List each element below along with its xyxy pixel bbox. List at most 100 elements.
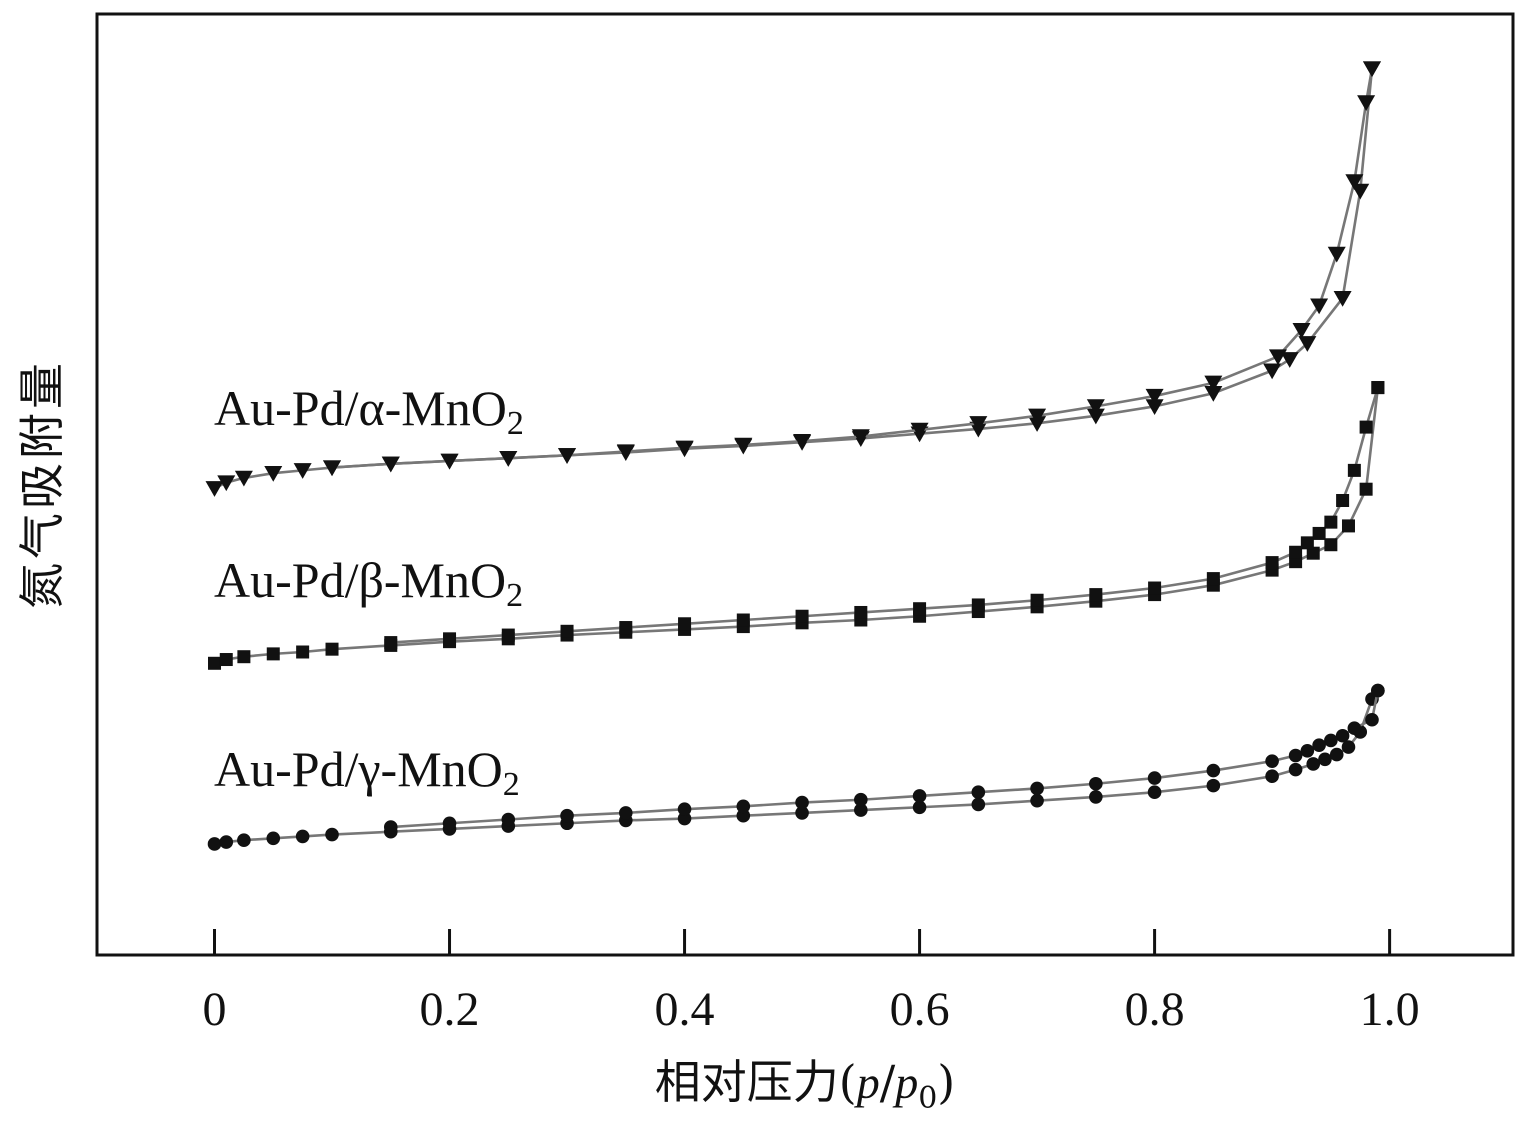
desorption-point <box>675 440 694 457</box>
adsorption-point <box>1089 790 1103 804</box>
adsorption-point <box>207 837 222 851</box>
desorption-point <box>910 422 929 439</box>
x-tick-label: 0.2 <box>420 983 480 1036</box>
adsorption-point <box>237 833 251 847</box>
desorption-line <box>390 387 1380 644</box>
desorption-point <box>1289 545 1303 559</box>
adsorption-point <box>266 831 281 846</box>
desorption-point <box>854 792 868 807</box>
adsorption-point <box>1324 538 1338 552</box>
desorption-point <box>736 613 750 627</box>
adsorption-point <box>295 829 310 844</box>
adsorption-point <box>1306 546 1320 560</box>
desorption-point <box>1365 712 1379 727</box>
x-tick-label: 0.4 <box>655 983 715 1036</box>
desorption-point <box>1206 763 1221 778</box>
desorption-point <box>616 444 635 461</box>
adsorption-point <box>1086 408 1105 425</box>
desorption-point <box>1145 388 1164 405</box>
adsorption-point <box>736 808 751 823</box>
x-tick-label: 0.6 <box>890 983 950 1036</box>
adsorption-point <box>1280 352 1299 368</box>
desorption-point <box>1089 776 1103 791</box>
desorption-point <box>381 456 400 473</box>
desorption-point <box>913 602 927 616</box>
adsorption-point <box>854 803 868 817</box>
adsorption-point <box>237 650 251 664</box>
desorption-point <box>1206 572 1220 586</box>
desorption-point <box>854 605 868 619</box>
desorption-point <box>1268 349 1287 366</box>
adsorption-point <box>1341 519 1355 533</box>
adsorption-point <box>217 475 236 492</box>
adsorption-point <box>264 466 283 482</box>
desorption-point <box>851 429 870 446</box>
desorption-point <box>619 621 633 635</box>
desorption-point <box>1288 748 1303 763</box>
adsorption-point <box>219 835 234 849</box>
desorption-point <box>1310 298 1329 315</box>
desorption-point <box>795 609 809 623</box>
adsorption-point <box>912 800 927 815</box>
desorption-point <box>1147 771 1162 785</box>
adsorption-point <box>1351 183 1370 200</box>
adsorption-point <box>1341 740 1356 754</box>
series-label: Au-Pd/α-MnO2 <box>214 380 524 442</box>
desorption-point <box>1335 728 1350 743</box>
desorption-point <box>1371 683 1385 698</box>
desorption-point <box>912 789 927 803</box>
desorption-point <box>558 448 577 464</box>
desorption-point <box>560 808 574 823</box>
desorption-point <box>1292 322 1311 339</box>
adsorption-point <box>1288 762 1303 777</box>
series-1 <box>205 61 1381 497</box>
adsorption-point <box>1147 785 1162 800</box>
desorption-point <box>1324 733 1338 748</box>
adsorption-point <box>1359 482 1373 496</box>
x-tick-label: 0.8 <box>1125 983 1185 1036</box>
desorption-point <box>1362 61 1381 78</box>
desorption-point <box>1030 593 1044 607</box>
desorption-point <box>1312 526 1326 540</box>
adsorption-point <box>1030 793 1044 808</box>
series-label: Au-Pd/γ-MnO2 <box>214 741 520 803</box>
x-axis-ticks: 0 0.2 0.4 0.6 0.8 1.0 <box>203 929 1420 1036</box>
adsorption-point <box>296 645 310 659</box>
x-tick-label: 1.0 <box>1360 983 1420 1036</box>
desorption-point <box>736 799 751 814</box>
series-labels: Au-Pd/α-MnO2 Au-Pd/β-MnO2 Au-Pd/γ-MnO2 <box>214 380 524 803</box>
desorption-point <box>1324 515 1338 529</box>
desorption-point <box>323 460 342 477</box>
desorption-point <box>1300 536 1314 550</box>
series-layer <box>205 61 1385 851</box>
desorption-point <box>795 795 809 810</box>
adsorption-line <box>214 387 1380 665</box>
desorption-point <box>971 598 985 612</box>
desorption-point <box>1028 408 1047 425</box>
adsorption-point <box>1329 747 1344 762</box>
desorption-point <box>618 806 633 820</box>
adsorption-point <box>293 463 312 479</box>
desorption-point <box>1327 246 1346 263</box>
adsorption-point <box>325 642 339 656</box>
desorption-point <box>734 437 753 454</box>
adsorption-point <box>971 797 986 812</box>
desorption-point <box>1086 399 1105 415</box>
desorption-point <box>501 628 515 642</box>
adsorption-point <box>219 653 233 667</box>
adsorption-point <box>266 647 280 661</box>
desorption-point <box>971 785 986 800</box>
desorption-point <box>499 450 518 467</box>
adsorption-point <box>1206 778 1221 793</box>
desorption-point <box>1359 420 1373 434</box>
desorption-point <box>1204 375 1223 392</box>
desorption-point <box>1300 744 1315 758</box>
desorption-point <box>1371 381 1385 395</box>
desorption-point <box>1345 174 1364 191</box>
desorption-point <box>442 816 457 831</box>
desorption-point <box>677 802 692 816</box>
adsorption-point <box>1333 290 1352 307</box>
adsorption-point <box>205 481 224 497</box>
desorption-point <box>969 416 988 432</box>
